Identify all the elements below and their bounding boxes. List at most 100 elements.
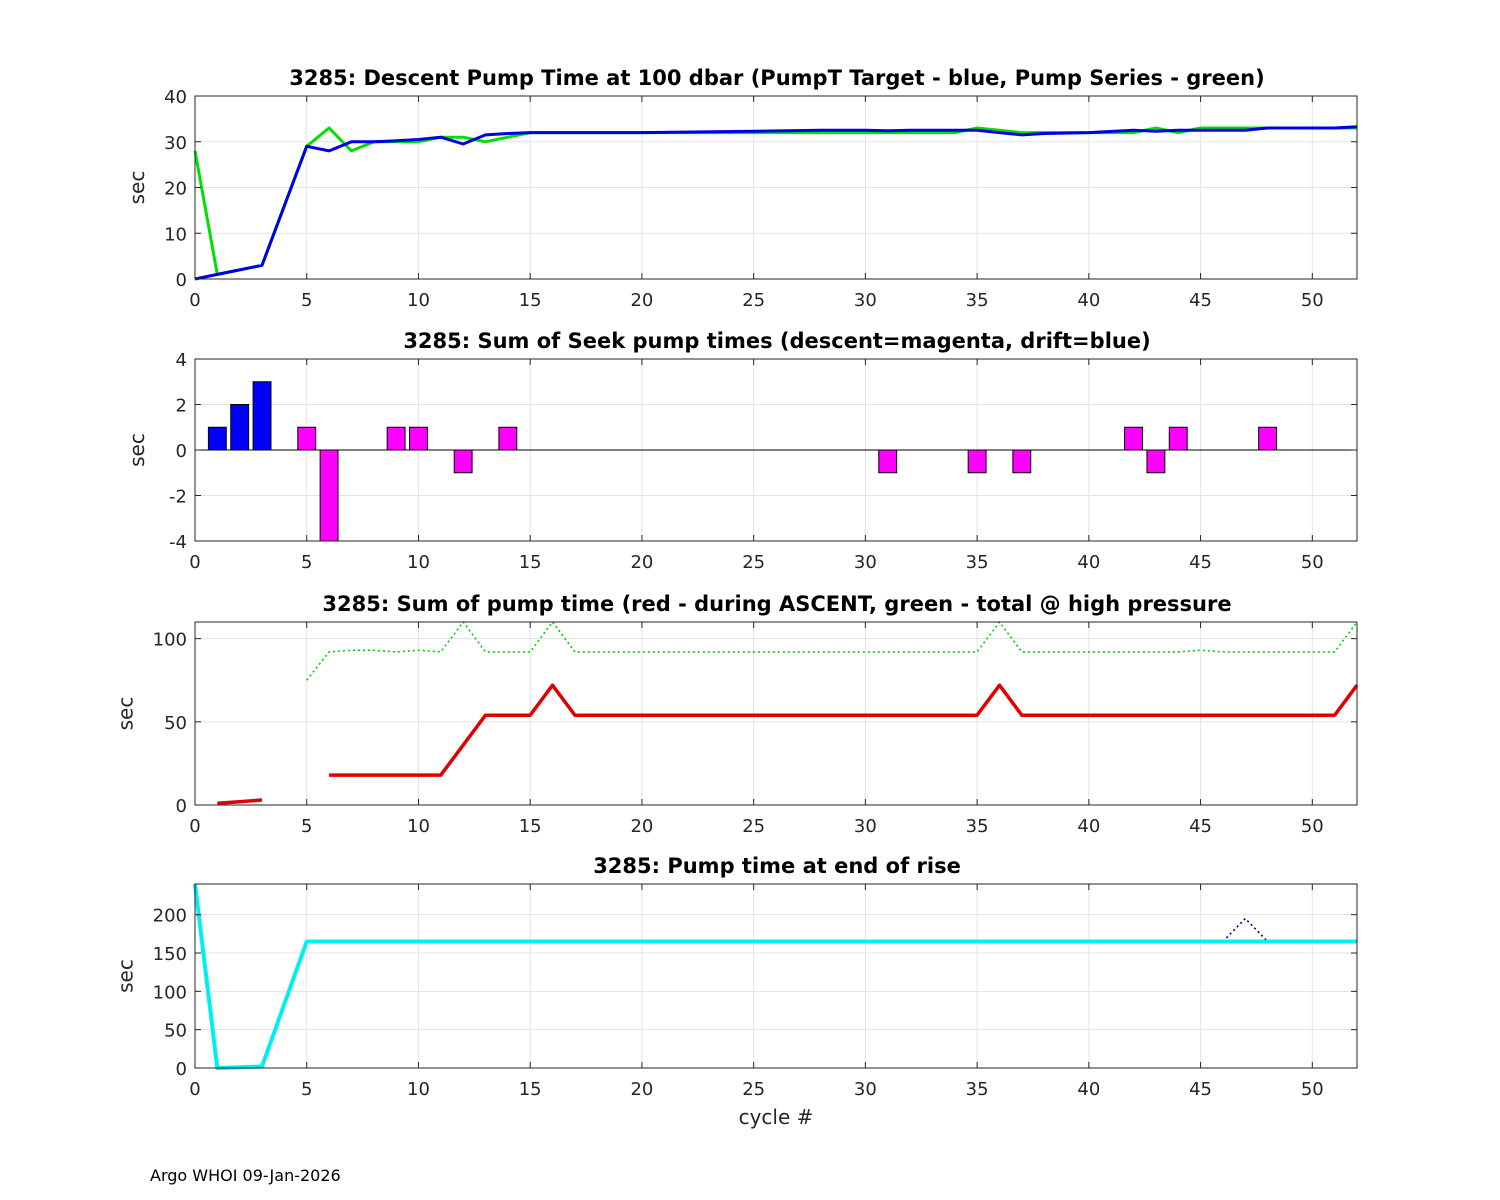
subplot-2: 0 5 10 15 20 25 30 35 40 45 50 -4 -2 0 2 4 3285: Sum of … (125, 329, 1358, 573)
x-tick-label: 10 (407, 552, 430, 573)
bar (409, 426, 428, 451)
subplot-3: 0 5 10 15 20 25 30 35 40 45 50 0 50 100 3285: Sum of p… (114, 592, 1359, 837)
y-tick-label: -4 (169, 532, 187, 553)
y-tick-label: 2 (176, 396, 187, 417)
y-tick-label: 0 (176, 796, 187, 817)
series-line (194, 125, 1358, 281)
y-tick-label: 100 (153, 630, 187, 651)
y-tick-label: 50 (164, 1021, 187, 1042)
subplot-title: 3285: Pump time at end of rise (593, 854, 961, 878)
x-tick-label: 25 (742, 816, 765, 837)
x-tick-label: 20 (630, 552, 653, 573)
x-tick-label: 25 (742, 1079, 765, 1100)
x-tick-label: 35 (966, 816, 989, 837)
y-tick-label: 10 (164, 224, 187, 245)
x-tick-label: 20 (630, 816, 653, 837)
x-tick-label: 10 (407, 1079, 430, 1100)
y-tick-label: 200 (153, 906, 187, 927)
series-line (329, 683, 1359, 777)
subplot-4: 0 5 10 15 20 25 30 35 40 45 50 0 50 100 150 200 3285: Pu… (114, 854, 1358, 1129)
y-axis-label: sec (114, 697, 138, 731)
axes-frame (194, 883, 1358, 1069)
x-tick-label: 35 (966, 1079, 989, 1100)
y-axis-label: sec (114, 959, 138, 993)
y-tick-label: 0 (176, 1059, 187, 1080)
x-tick-label: 50 (1301, 552, 1324, 573)
x-tick-label: 40 (1077, 290, 1100, 311)
series-line (193, 883, 1357, 1070)
y-tick-label: 4 (176, 350, 187, 371)
x-tick-label: 0 (189, 816, 200, 837)
bar (230, 404, 250, 451)
x-tick-label: 10 (407, 816, 430, 837)
x-tick-label: 50 (1301, 290, 1324, 311)
x-tick-label: 5 (301, 552, 312, 573)
x-tick-label: 45 (1189, 552, 1212, 573)
x-tick-label: 0 (189, 1079, 200, 1100)
x-tick-label: 50 (1301, 816, 1324, 837)
x-tick-label: 10 (407, 290, 430, 311)
bar (386, 426, 406, 451)
y-tick-label: 50 (164, 713, 187, 734)
bar (1146, 449, 1166, 474)
bar (453, 449, 473, 474)
x-tick-label: 25 (742, 290, 765, 311)
bar (252, 381, 272, 451)
x-tick-label: 0 (189, 552, 200, 573)
x-tick-label: 0 (189, 290, 200, 311)
bar (1124, 426, 1143, 451)
x-tick-label: 30 (854, 816, 877, 837)
x-tick-label: 30 (854, 290, 877, 311)
y-tick-label: 0 (176, 441, 187, 462)
series-line (217, 798, 263, 806)
y-tick-label: -2 (169, 487, 187, 508)
bar (967, 449, 987, 474)
x-tick-label: 20 (630, 290, 653, 311)
x-tick-label: 40 (1077, 552, 1100, 573)
x-tick-label: 45 (1189, 816, 1212, 837)
x-tick-label: 5 (301, 816, 312, 837)
series-line (1222, 917, 1269, 943)
x-tick-label: 5 (301, 290, 312, 311)
y-tick-label: 100 (153, 982, 187, 1003)
bar (498, 426, 518, 451)
x-tick-label: 40 (1077, 816, 1100, 837)
x-tick-label: 25 (742, 552, 765, 573)
x-tick-label: 20 (630, 1079, 653, 1100)
x-tick-label: 30 (854, 552, 877, 573)
y-tick-label: 40 (164, 87, 187, 108)
bar (1168, 426, 1188, 451)
bar (1012, 449, 1032, 474)
series-line (306, 621, 1358, 681)
x-tick-label: 15 (519, 1079, 542, 1100)
x-tick-label: 35 (966, 290, 989, 311)
bar (319, 449, 339, 542)
bar (878, 449, 898, 474)
bar (1258, 426, 1278, 451)
bar (207, 426, 227, 451)
x-tick-label: 30 (854, 1079, 877, 1100)
y-tick-label: 20 (164, 179, 187, 200)
bar (297, 426, 317, 451)
y-axis-label: sec (125, 171, 149, 205)
x-tick-label: 15 (519, 552, 542, 573)
y-axis-label: sec (125, 433, 149, 467)
x-tick-label: 5 (301, 1079, 312, 1100)
subplot-title: 3285: Sum of pump time (red - during ASC… (322, 592, 1231, 616)
x-tick-label: 45 (1189, 1079, 1212, 1100)
x-tick-label: 40 (1077, 1079, 1100, 1100)
footer-credit: Argo WHOI 09-Jan-2026 (150, 1166, 341, 1185)
y-tick-label: 0 (176, 270, 187, 291)
plot-area (195, 884, 1357, 1068)
x-tick-label: 15 (519, 816, 542, 837)
subplot-title: 3285: Descent Pump Time at 100 dbar (Pum… (289, 66, 1264, 90)
y-tick-label: 150 (153, 944, 187, 965)
axes-frame (194, 621, 1358, 806)
y-tick-label: 30 (164, 133, 187, 154)
x-tick-label: 15 (519, 290, 542, 311)
subplot-1: 0 5 10 15 20 25 30 35 40 45 50 0 10 20 30 40 3285: Desce… (125, 66, 1358, 311)
x-tick-label: 45 (1189, 290, 1212, 311)
subplot-title: 3285: Sum of Seek pump times (descent=ma… (403, 329, 1150, 353)
x-tick-label: 50 (1301, 1079, 1324, 1100)
